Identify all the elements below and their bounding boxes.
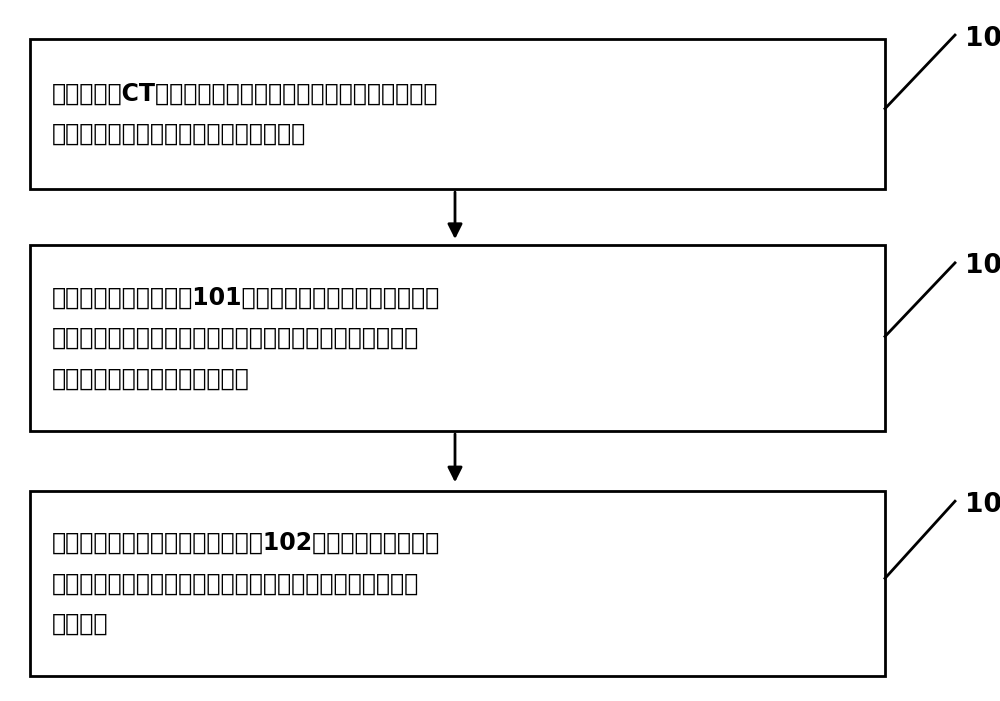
Bar	[30, 39, 885, 189]
Text: 开关控制: 开关控制	[52, 612, 108, 637]
Text: 换为小电流检测信号输出到流压转换电路: 换为小电流检测信号输出到流压转换电路	[52, 122, 306, 147]
Text: 流压转换电路根据步骤101的小电流检测信号获取副边采样: 流压转换电路根据步骤101的小电流检测信号获取副边采样	[52, 285, 440, 310]
Text: 101: 101	[965, 25, 1000, 52]
Text: 的电压控制信号输出到驱动电路: 的电压控制信号输出到驱动电路	[52, 367, 250, 391]
Text: 103: 103	[965, 491, 1000, 518]
Text: 驱动电路接收流压转换电路的步骤102的电压控制信号，输: 驱动电路接收流压转换电路的步骤102的电压控制信号，输	[52, 531, 440, 555]
Bar	[30, 245, 885, 431]
Text: 电流，当副边采样电流大于预设门限后，产生对应电流宽度: 电流，当副边采样电流大于预设门限后，产生对应电流宽度	[52, 326, 419, 350]
Text: 出对应电压控制信号宽度的驱动信号，实现同步整流电路的: 出对应电压控制信号宽度的驱动信号，实现同步整流电路的	[52, 571, 419, 596]
Text: 电流互感器CT对副边的回路电流进行采样，即将功率电流转: 电流互感器CT对副边的回路电流进行采样，即将功率电流转	[52, 81, 438, 106]
Text: 102: 102	[965, 253, 1000, 280]
Bar	[30, 491, 885, 676]
